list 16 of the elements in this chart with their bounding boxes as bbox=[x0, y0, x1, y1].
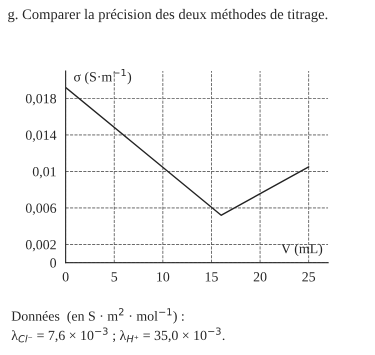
y-axis-title: σ (S·m$^{−1}$) bbox=[74, 68, 132, 84]
y-tick-label: 0 bbox=[50, 258, 56, 268]
x-tick-label: 20 bbox=[254, 272, 266, 282]
y-tick-label: 0,014 bbox=[26, 130, 56, 142]
x-tick-label: 5 bbox=[112, 272, 118, 282]
y-tick-label: 0,01 bbox=[32, 166, 56, 178]
y-tick-label: 0,006 bbox=[26, 204, 56, 215]
text: Données (en S · m$^{2}$ · mol$^{−1}$) : bbox=[12, 308, 184, 324]
y-tick-label: 0,002 bbox=[26, 240, 56, 252]
y-tick-label: 0,018 bbox=[26, 94, 56, 106]
text: λ$_{Cl⁻}$ = 7,6 × 10$^{−3}$ ; λ$_{H⁺}$ = 35,0 × 10$^{−3}$. bbox=[12, 327, 224, 342]
x-tick-label: 10 bbox=[157, 272, 170, 282]
chart-title: g. Comparer la précision des deux méthodes de titrage. bbox=[8, 8, 328, 22]
x-tick-label: 25 bbox=[302, 272, 316, 282]
x-tick-label: 15 bbox=[206, 272, 218, 282]
x-tick-label: 0 bbox=[62, 272, 69, 282]
